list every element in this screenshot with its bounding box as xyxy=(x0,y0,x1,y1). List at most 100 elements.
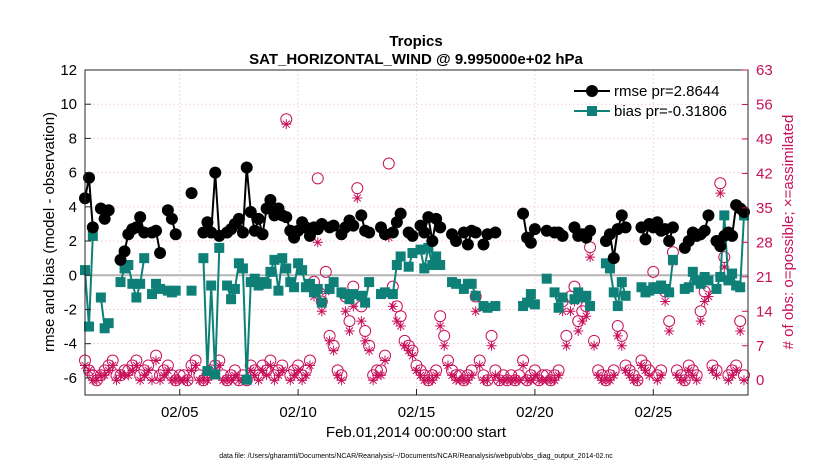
bias-point-15 xyxy=(139,253,150,264)
y-axis-label-right: # of obs: o=possible; ×=assimilated xyxy=(780,115,797,350)
obs-assimilated-point-31 xyxy=(202,375,213,386)
obs-assimilated-point-51 xyxy=(281,119,292,130)
obs-assimilated-point-114 xyxy=(529,370,540,381)
bias-point-94 xyxy=(451,278,462,289)
legend-bias-marker xyxy=(587,106,597,116)
obs-assimilated-point-48 xyxy=(269,375,280,386)
rmse-point-97 xyxy=(461,238,474,251)
rmse-point-45 xyxy=(256,228,269,241)
rmse-point-72 xyxy=(363,226,376,239)
y-tick-label-5: 4 xyxy=(69,199,77,216)
rmse-point-22 xyxy=(165,212,178,225)
rmse-point-18 xyxy=(150,224,163,237)
bias-point-156 xyxy=(695,278,706,289)
legend-bias-label: bias pr=-0.31806 xyxy=(614,103,727,120)
obs-assimilated-point-67 xyxy=(344,325,355,336)
bias-point-125 xyxy=(573,287,584,298)
series-layer xyxy=(79,161,750,385)
rmse-point-78 xyxy=(386,226,399,239)
obs-assimilated-point-89 xyxy=(431,370,442,381)
bias-point-66 xyxy=(340,289,351,300)
bias-point-62 xyxy=(324,283,335,294)
rmse-point-70 xyxy=(355,209,368,222)
bias-point-14 xyxy=(135,278,146,289)
bias-point-50 xyxy=(277,253,288,264)
rmse-point-31 xyxy=(201,216,214,229)
obs-assimilated-point-150 xyxy=(671,370,682,381)
rmse-point-157 xyxy=(698,224,711,237)
y-right-tick-label-5: 35 xyxy=(756,200,773,217)
obs-assimilated-point-159 xyxy=(707,365,718,376)
bias-point-153 xyxy=(683,282,694,293)
bias-point-71 xyxy=(360,297,371,308)
bias-point-27 xyxy=(186,285,197,296)
y-tick-label-8: 10 xyxy=(60,96,77,113)
obs-assimilated-point-93 xyxy=(447,370,458,381)
obs-assimilated-point-80 xyxy=(395,321,406,332)
rmse-point-104 xyxy=(489,226,502,239)
y-tick-label-1: -4 xyxy=(64,336,77,353)
obs-assimilated-point-60 xyxy=(316,306,327,317)
obs-assimilated-point-8 xyxy=(111,375,122,386)
rmse-point-68 xyxy=(347,219,360,232)
obs-assimilated-point-84 xyxy=(411,365,422,376)
obs-assimilated-point-125 xyxy=(573,325,584,336)
obs-assimilated-point-47 xyxy=(265,360,276,371)
bias-point-52 xyxy=(285,277,296,288)
bias-point-134 xyxy=(608,287,619,298)
bias-point-1 xyxy=(84,321,95,332)
footnote: data file: /Users/gharamti/Documents/NCA… xyxy=(219,453,613,460)
bias-point-53 xyxy=(289,282,300,293)
bias-point-121 xyxy=(557,292,568,303)
bias-point-76 xyxy=(380,287,391,298)
bias-point-132 xyxy=(600,258,611,269)
obs-assimilated-point-54 xyxy=(293,365,304,376)
obs-assimilated-point-85 xyxy=(415,370,426,381)
bias-point-9 xyxy=(115,277,126,288)
rmse-point-63 xyxy=(327,219,340,232)
y-right-tick-label-9: 63 xyxy=(756,62,773,79)
obs-assimilated-point-88 xyxy=(427,375,438,386)
bias-point-51 xyxy=(281,263,292,274)
bias-point-17 xyxy=(147,289,158,300)
rmse-point-86 xyxy=(418,226,431,239)
obs-assimilated-point-72 xyxy=(364,345,375,356)
rmse-point-111 xyxy=(517,207,530,220)
obs-assimilated-point-143 xyxy=(644,370,655,381)
rmse-point-2 xyxy=(86,221,99,234)
bias-point-70 xyxy=(356,290,367,301)
x-tick-label-0: 02/05 xyxy=(161,404,199,421)
bias-point-166 xyxy=(735,282,746,293)
obs-assimilated-point-145 xyxy=(652,375,663,386)
obs-assimilated-point-70 xyxy=(356,316,367,327)
x-axis-label: Feb.01,2014 00:00:00 start xyxy=(326,424,507,441)
bias-point-86 xyxy=(419,263,430,274)
obs-possible-point-77 xyxy=(382,157,395,170)
bias-point-141 xyxy=(636,282,647,293)
obs-assimilated-point-34 xyxy=(214,360,225,371)
y-right-tick-label-8: 56 xyxy=(756,96,773,113)
y-axis-label: rmse and bias (model - observation) xyxy=(41,112,58,352)
rmse-point-42 xyxy=(244,205,257,218)
bias-point-135 xyxy=(612,301,623,312)
bias-point-36 xyxy=(222,280,233,291)
bias-point-127 xyxy=(581,290,592,301)
rmse-point-128 xyxy=(584,224,597,237)
obs-assimilated-point-68 xyxy=(348,301,359,312)
bias-point-46 xyxy=(261,278,272,289)
bias-point-41 xyxy=(241,374,252,385)
obs-assimilated-point-50 xyxy=(277,365,288,376)
obs-assimilated-point-110 xyxy=(514,375,525,386)
y-right-tick-label-0: 0 xyxy=(756,372,764,389)
bias-point-34 xyxy=(214,242,225,253)
obs-assimilated-point-119 xyxy=(549,375,560,386)
rmse-point-80 xyxy=(394,207,407,220)
obs-assimilated-point-37 xyxy=(226,375,237,386)
obs-assimilated-point-98 xyxy=(466,370,477,381)
bias-point-11 xyxy=(123,260,134,270)
obs-assimilated-point-90 xyxy=(435,321,446,332)
obs-assimilated-point-81 xyxy=(399,340,410,351)
rmse-point-83 xyxy=(406,229,419,242)
obs-assimilated-point-92 xyxy=(442,360,453,371)
obs-assimilated-point-13 xyxy=(131,360,142,371)
